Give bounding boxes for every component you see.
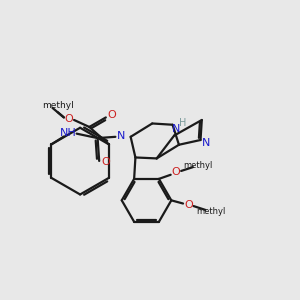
- Text: O: O: [64, 114, 73, 124]
- Text: O: O: [172, 167, 180, 177]
- Text: methyl: methyl: [196, 207, 225, 216]
- Text: O: O: [108, 110, 117, 120]
- Text: methyl: methyl: [184, 161, 213, 170]
- Text: NH: NH: [60, 128, 76, 138]
- Text: N: N: [117, 130, 125, 140]
- Text: O: O: [184, 200, 193, 210]
- Text: N: N: [172, 124, 181, 134]
- Text: methyl: methyl: [42, 101, 74, 110]
- Text: O: O: [101, 157, 110, 167]
- Text: H: H: [179, 118, 187, 128]
- Text: N: N: [202, 137, 210, 148]
